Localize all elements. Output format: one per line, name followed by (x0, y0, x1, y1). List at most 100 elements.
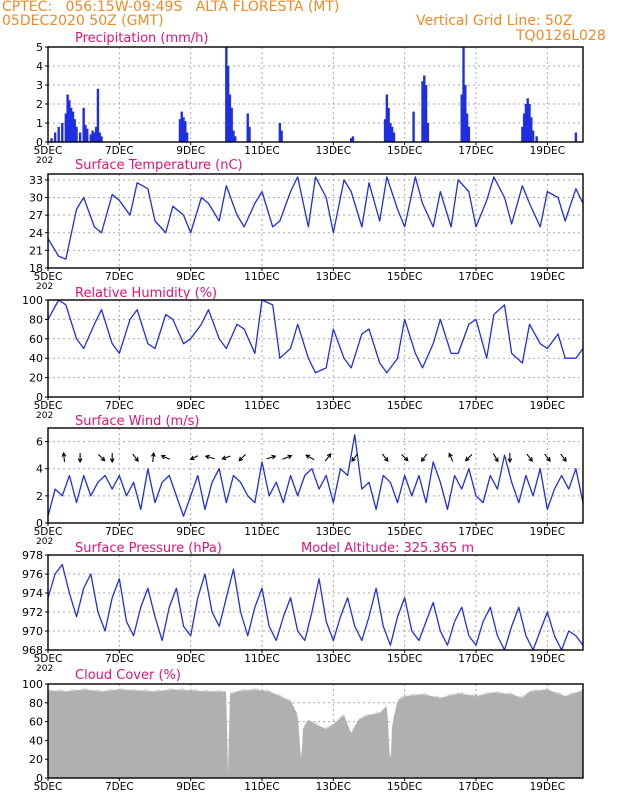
panel-3-ytick-label-5: 100 (22, 294, 43, 307)
panel-4-ytick-label-2: 4 (36, 463, 43, 476)
panel-4-wind-arrow-21 (492, 453, 499, 463)
panel-6-xtick-label-6: 17DEC (458, 781, 493, 793)
panel-3-xtick-label-6: 17DEC (458, 400, 493, 412)
panel-1-bar-8 (71, 111, 75, 142)
panel-1-bar-53 (465, 113, 469, 142)
panel-4-wind-arrow-5 (150, 451, 156, 463)
panel-2-ytick-label-1: 21 (29, 244, 43, 257)
panel-1-bar-17 (93, 132, 96, 142)
panel-4-wind-arrow-24 (544, 453, 551, 463)
panel-4-frame (47, 427, 584, 524)
panel-4-wind-arrow-14 (324, 452, 332, 462)
panel-4-wind-arrow-8 (204, 454, 215, 460)
panel-1-bar-51 (462, 47, 465, 142)
panel-1-xtick-label-7: 19DEC (530, 145, 565, 157)
panel-4-wind-arrow-17 (401, 453, 409, 462)
panel-6-ytick-label-4: 80 (29, 697, 43, 710)
panel-1-bar-32 (234, 136, 237, 142)
panel-1-xtick-label-5: 15DEC (387, 145, 422, 157)
panel-1-bar-22 (178, 119, 182, 142)
panel-2-xtick-label-7: 19DEC (530, 271, 565, 283)
panel-5-frame (47, 554, 584, 651)
panel-1-bar-40 (385, 94, 389, 142)
panel-6-xtick-label-4: 13DEC (316, 781, 351, 793)
panel-1-bar-1 (53, 132, 57, 142)
panel-4-ytick-label-0: 0 (36, 517, 43, 530)
panel-4-wind-arrow-0 (61, 451, 67, 463)
panel-3-xtick-label-2: 9DEC (176, 400, 205, 412)
panel-5-xtick-label-4: 13DEC (316, 653, 351, 665)
panel-4-wind-arrow-23 (526, 453, 533, 463)
panel-5-xtick-label-5: 15DEC (387, 653, 422, 665)
panel-6-xtick-label-3: 11DEC (244, 781, 279, 793)
panel-1-bar-43 (390, 126, 394, 142)
panel-5-ytick-label-2: 972 (22, 606, 43, 619)
panel-2-title: Surface Temperature (nC) (75, 158, 243, 173)
panel-1-year-fragment: 202 (36, 156, 53, 166)
panel-1-bar-55 (521, 126, 524, 142)
panel-1-ytick-label-0: 0 (36, 136, 43, 149)
panel-1-bar-58 (526, 98, 529, 142)
panel-5-year-fragment: 202 (36, 664, 53, 674)
panel-2-ytick-label-0: 18 (29, 262, 43, 275)
panel-2-xtick-label-1: 7DEC (105, 271, 134, 283)
panel-3-xtick-label-7: 19DEC (530, 400, 565, 412)
panel-5-xtick-label-6: 17DEC (458, 653, 493, 665)
panel-1-bar-61 (531, 130, 535, 142)
panel-3-xtick-label-5: 15DEC (387, 400, 422, 412)
panel-1-bar-4 (64, 113, 68, 142)
panel-1-ytick-label-1: 1 (36, 117, 43, 130)
panel-6-cloud-area (48, 686, 583, 778)
panel-1-bar-5 (66, 94, 69, 142)
panel-1-bar-35 (278, 123, 282, 142)
panel-1-bar-46 (421, 81, 424, 142)
panel-4-wind-arrow-13 (305, 454, 315, 461)
panel-1-bar-10 (75, 126, 78, 142)
panel-3-line (47, 299, 584, 374)
panel-4-xtick-label-2: 9DEC (176, 526, 205, 538)
panel-1-bar-23 (180, 111, 183, 142)
panel-4-xtick-label-5: 15DEC (387, 526, 422, 538)
panel-4-xtick-label-4: 13DEC (316, 526, 351, 538)
panel-1-xtick-label-4: 13DEC (316, 145, 351, 157)
panel-1-bar-14 (86, 128, 89, 142)
header-grid-note: Vertical Grid Line: 50Z (416, 13, 573, 29)
panel-1-bar-16 (91, 130, 94, 142)
panel-1-xtick-label-2: 9DEC (176, 145, 205, 157)
panel-1-bar-34 (248, 126, 251, 142)
panel-1-bar-2 (57, 126, 60, 142)
panel-5-ytick-label-5: 978 (22, 549, 43, 562)
panel-4-wind-arrow-15 (351, 453, 358, 463)
panel-1-ytick-label-5: 5 (36, 41, 43, 54)
panel-6-frame (47, 683, 584, 779)
panel-5-ytick-label-4: 976 (22, 568, 43, 581)
panel-3-ytick-label-2: 40 (29, 352, 43, 365)
header-date: 05DEC2020 50Z (GMT) (2, 13, 164, 29)
panel-1-xtick-label-0: 5DEC (34, 145, 63, 157)
panel-4-wind-arrow-25 (560, 453, 567, 463)
panel-1-bar-15 (89, 134, 92, 142)
panel-3-ytick-label-1: 20 (29, 372, 43, 385)
panel-4-ytick-label-3: 6 (36, 436, 43, 449)
panel-4-xtick-label-3: 11DEC (244, 526, 279, 538)
panel-5-line (47, 563, 584, 651)
panel-1-title: Precipitation (mm/h) (75, 31, 208, 46)
panel-1-bar-33 (246, 113, 249, 142)
panel-1-bar-27 (225, 47, 228, 142)
panel-5-ytick-label-3: 974 (22, 587, 43, 600)
panel-1-bar-29 (228, 94, 232, 142)
panel-6-ytick-label-2: 40 (29, 734, 43, 747)
panel-2-xtick-label-4: 13DEC (316, 271, 351, 283)
panel-1-bar-41 (387, 107, 390, 142)
panel-4-wind-arrow-22 (507, 453, 513, 464)
panel-1-bar-12 (82, 107, 85, 142)
panel-1-bar-56 (522, 113, 526, 142)
panel-6-title: Cloud Cover (%) (75, 668, 181, 683)
header-model-id: TQ0126L028 (516, 28, 606, 44)
panel-1-bar-49 (426, 123, 430, 142)
panel-1-bar-13 (84, 124, 87, 142)
panel-4-ytick-label-1: 2 (36, 490, 43, 503)
panel-1-xtick-label-6: 17DEC (458, 145, 493, 157)
panel-1-bar-21 (100, 136, 103, 142)
